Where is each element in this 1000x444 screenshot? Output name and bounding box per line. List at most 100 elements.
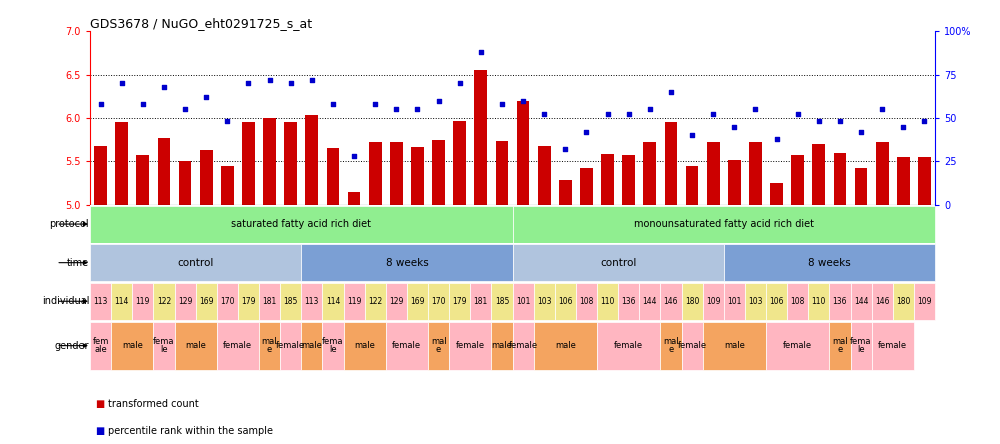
Text: 169: 169 (199, 297, 213, 306)
Bar (280, 283, 301, 320)
Bar (766, 283, 787, 320)
Bar (305, 115, 318, 205)
Point (409, 106, 425, 113)
Bar (90, 283, 111, 320)
Point (916, 118, 932, 125)
Text: fema
le: fema le (850, 337, 872, 354)
Point (262, 76, 278, 83)
Text: 109: 109 (917, 297, 932, 306)
Point (177, 106, 193, 113)
Text: female: female (456, 341, 485, 350)
Bar (703, 321, 766, 370)
Bar (660, 321, 682, 370)
Text: 146: 146 (875, 297, 889, 306)
Text: protocol: protocol (50, 219, 89, 229)
Text: mal
e: mal e (663, 337, 679, 354)
Bar (728, 159, 741, 205)
Text: 181: 181 (262, 297, 277, 306)
Point (388, 106, 404, 113)
Point (790, 111, 806, 118)
Bar (512, 244, 724, 281)
Bar (158, 138, 170, 205)
Text: 109: 109 (706, 297, 720, 306)
Text: percentile rank within the sample: percentile rank within the sample (108, 426, 273, 436)
Bar (453, 120, 466, 205)
Text: 122: 122 (157, 297, 171, 306)
Bar (580, 168, 593, 205)
Bar (111, 321, 153, 370)
Text: 110: 110 (812, 297, 826, 306)
Bar (893, 283, 914, 320)
Text: 108: 108 (579, 297, 594, 306)
Bar (876, 142, 889, 205)
Text: time: time (67, 258, 89, 268)
Bar (196, 283, 217, 320)
Bar (386, 321, 428, 370)
Bar (449, 283, 470, 320)
Bar (517, 100, 529, 205)
Bar (411, 147, 424, 205)
Text: 108: 108 (790, 297, 805, 306)
Point (769, 135, 785, 143)
Text: 119: 119 (347, 297, 361, 306)
Text: 179: 179 (241, 297, 256, 306)
Text: mal
e: mal e (262, 337, 277, 354)
Bar (217, 283, 238, 320)
Bar (111, 283, 132, 320)
Text: male: male (301, 341, 322, 350)
Point (536, 111, 552, 118)
Bar (834, 153, 846, 205)
Text: female: female (878, 341, 907, 350)
Bar (745, 283, 766, 320)
Text: female: female (392, 341, 421, 350)
Text: 119: 119 (136, 297, 150, 306)
Bar (770, 183, 783, 205)
Bar (322, 321, 344, 370)
Text: mal
e: mal e (431, 337, 446, 354)
Bar (829, 321, 850, 370)
Bar (872, 283, 893, 320)
Point (93, 100, 109, 107)
Bar (576, 283, 597, 320)
Text: 146: 146 (664, 297, 678, 306)
Bar (872, 321, 914, 370)
Text: 179: 179 (452, 297, 467, 306)
Text: GDS3678 / NuGO_eht0291725_s_at: GDS3678 / NuGO_eht0291725_s_at (90, 17, 312, 30)
Bar (665, 122, 677, 205)
Bar (703, 283, 724, 320)
Point (811, 118, 827, 125)
Bar (512, 283, 534, 320)
Bar (601, 155, 614, 205)
Bar (259, 321, 280, 370)
Bar (365, 283, 386, 320)
Text: fema
le: fema le (153, 337, 175, 354)
Text: female: female (223, 341, 252, 350)
Bar (153, 283, 175, 320)
Text: 185: 185 (495, 297, 509, 306)
Text: gender: gender (55, 341, 89, 351)
Bar (682, 283, 703, 320)
Bar (559, 180, 572, 205)
Point (642, 106, 658, 113)
Point (663, 88, 679, 95)
Point (304, 76, 320, 83)
Bar (90, 206, 512, 242)
Point (135, 100, 151, 107)
Bar (491, 321, 512, 370)
Point (726, 123, 742, 130)
Bar (322, 283, 344, 320)
Bar (597, 321, 660, 370)
Bar (432, 139, 445, 205)
Bar (474, 70, 487, 205)
Bar (449, 321, 491, 370)
Text: 114: 114 (114, 297, 129, 306)
Point (156, 83, 172, 90)
Text: 180: 180 (685, 297, 699, 306)
Text: control: control (177, 258, 214, 268)
Text: 8 weeks: 8 weeks (808, 258, 851, 268)
Text: ■: ■ (95, 399, 104, 409)
Bar (301, 321, 322, 370)
Text: 129: 129 (389, 297, 404, 306)
Text: 122: 122 (368, 297, 382, 306)
Text: 101: 101 (516, 297, 530, 306)
